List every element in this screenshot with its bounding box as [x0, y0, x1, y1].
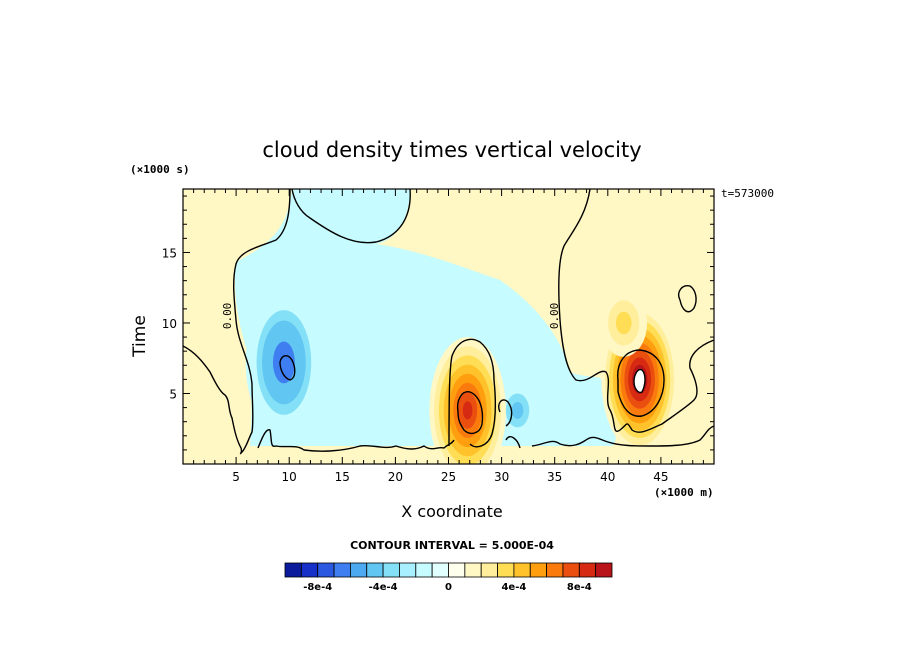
axis-ticks	[183, 189, 714, 464]
x-tick-label: 30	[494, 470, 509, 484]
x-tick-label: 35	[547, 470, 562, 484]
zero-contour-central-right	[498, 399, 513, 427]
colorbar-tick-label: 8e-4	[567, 582, 592, 593]
y-axis-label: Time	[130, 315, 150, 357]
x-tick-label: 20	[388, 470, 403, 484]
zero-contour-lines	[183, 189, 714, 455]
field-feature-3-level-8	[462, 401, 473, 420]
zero-contour-left	[183, 189, 291, 455]
zero-contour-top-dome	[291, 189, 411, 244]
field-feature-5-level-3	[615, 311, 632, 335]
zero-contour-right-lower	[505, 425, 714, 449]
y-tick-label: 5	[169, 387, 177, 401]
colorbar-swatch	[366, 562, 384, 578]
contour-right-max	[617, 349, 665, 417]
colorbar-swatch	[578, 562, 597, 578]
x-axis-label: X coordinate	[401, 502, 503, 521]
time-stamp: t=573000	[721, 187, 774, 200]
axis-tick-labels: 5 10 15 20 25 30 35 40 45 5 10 15	[162, 246, 669, 484]
colorbar-swatch	[300, 562, 319, 578]
colorbar-swatch	[529, 562, 548, 578]
y-axis-unit: (×1000 s)	[130, 163, 190, 176]
colorbar-swatch	[382, 562, 400, 578]
zero-contour-central-plume	[448, 338, 497, 448]
x-tick-label: 10	[282, 470, 297, 484]
contour-label: 0.00	[548, 303, 561, 330]
contour-labels: 0.00 0.00	[221, 303, 561, 330]
field-feature-1-level-4	[511, 401, 524, 419]
x-tick-label: 5	[232, 470, 240, 484]
colorbar-swatch	[333, 562, 351, 578]
colorbar-swatch	[546, 562, 564, 578]
colorbar-swatch	[415, 562, 433, 578]
field-feature-2-level-2	[325, 376, 349, 411]
x-tick-label: 45	[653, 470, 668, 484]
chart-title: cloud density times vertical velocity	[262, 138, 642, 162]
y-tick-label: 10	[162, 317, 177, 331]
colorbar-swatch	[317, 562, 335, 578]
colorbar-swatch	[480, 562, 498, 578]
colorbar-swatch	[431, 562, 449, 578]
x-tick-label: 25	[441, 470, 456, 484]
contour-central-max	[456, 391, 484, 435]
contour-label: 0.00	[221, 303, 234, 330]
zero-contour-right-plume	[558, 189, 714, 433]
contour-right-core	[633, 368, 646, 394]
colorbar-tick-label: 0	[445, 582, 452, 593]
colorbar-swatch	[399, 562, 417, 578]
contour-interval-label: CONTOUR INTERVAL = 5.000E-04	[350, 539, 554, 552]
contour-left-min	[279, 355, 296, 381]
colorbar-swatch	[497, 562, 515, 578]
x-tick-label: 15	[335, 470, 350, 484]
x-tick-label: 40	[600, 470, 615, 484]
colorbar: -8e-4 -4e-4 0 4e-4 8e-4	[284, 562, 613, 593]
colorbar-swatch	[284, 562, 302, 578]
zero-contour-right-of-left	[257, 429, 455, 452]
zero-contour-right-island	[678, 285, 697, 313]
colorbar-swatch	[464, 562, 482, 578]
colorbar-tick-label: -8e-4	[303, 582, 332, 593]
colorbar-swatch	[595, 562, 613, 578]
colorbar-swatch	[448, 562, 466, 578]
colorbar-swatch	[513, 562, 531, 578]
colorbar-tick-label: 4e-4	[501, 582, 526, 593]
colorbar-tick-label: -4e-4	[369, 582, 398, 593]
colorbar-swatch	[562, 562, 580, 578]
y-tick-label: 15	[162, 246, 177, 260]
colorbar-swatch	[349, 562, 368, 578]
x-axis-unit: (×1000 m)	[654, 486, 714, 499]
